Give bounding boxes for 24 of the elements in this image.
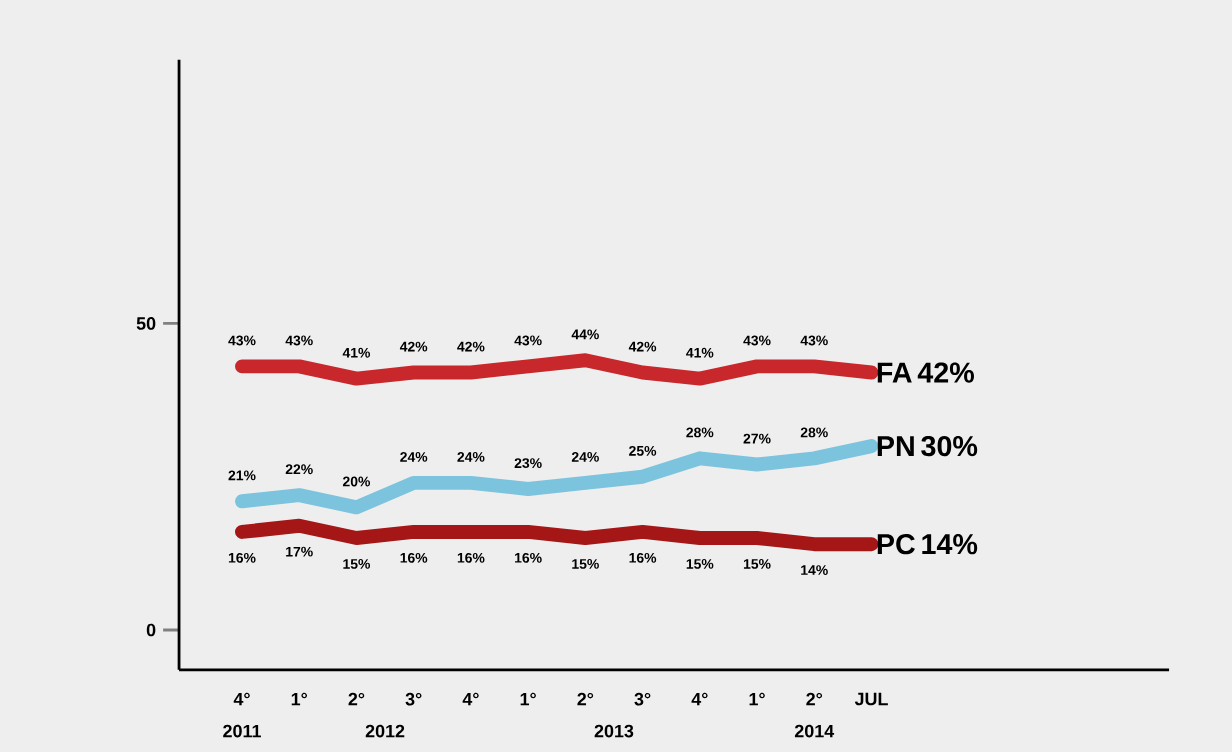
x-tick-label: 4° bbox=[691, 692, 708, 706]
data-label: 30% bbox=[921, 435, 978, 457]
x-tick-label: 4° bbox=[233, 692, 250, 706]
x-tick-label: 3° bbox=[634, 692, 651, 706]
text: 2012 bbox=[365, 724, 405, 738]
x-tick-label: 1° bbox=[291, 692, 308, 706]
series-label: PN bbox=[877, 436, 914, 456]
y-tick-label: 0 bbox=[146, 623, 156, 637]
data-label: 42% bbox=[917, 362, 974, 383]
x-tick-label: JUL bbox=[854, 692, 888, 706]
x-tick-label: 2° bbox=[806, 692, 823, 706]
text: 2011 bbox=[223, 724, 261, 738]
text: 2013 bbox=[594, 724, 634, 738]
series-label: PC bbox=[877, 534, 915, 555]
x-tick-label: 2° bbox=[348, 692, 365, 706]
x-tick-label: 2° bbox=[577, 692, 594, 706]
series-label: FA bbox=[877, 362, 912, 383]
x-tick-label: 1° bbox=[520, 692, 536, 706]
x-tick-label: 3° bbox=[405, 692, 422, 706]
x-tick-label: 4° bbox=[462, 692, 479, 706]
y-tick-label: 50 bbox=[136, 317, 156, 330]
text: 2014 bbox=[794, 724, 835, 738]
x-tick-label: 1° bbox=[749, 692, 765, 706]
data-label: 14% bbox=[922, 534, 978, 555]
